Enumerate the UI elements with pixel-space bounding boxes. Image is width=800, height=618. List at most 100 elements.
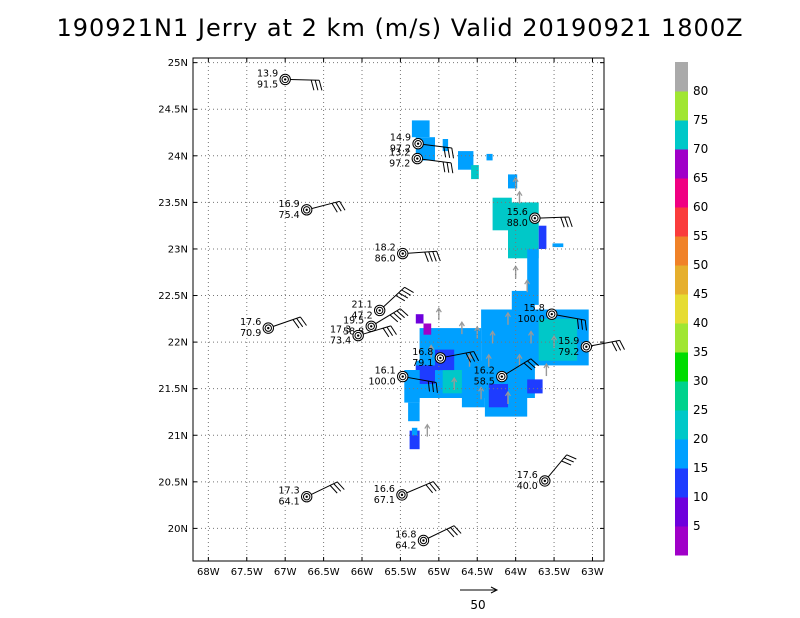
field-arrow-head xyxy=(451,376,458,383)
field-arrow-head xyxy=(485,353,492,360)
station-marker-ring xyxy=(419,536,428,545)
station-marker-ring xyxy=(375,306,384,315)
station-marker-ring xyxy=(302,493,311,501)
x-tick-label: 68W xyxy=(197,567,220,578)
station-marker-dot xyxy=(356,334,360,337)
station-marker-ring xyxy=(302,206,311,214)
field-arrow-head xyxy=(516,353,523,360)
wind-field-layer xyxy=(404,120,589,450)
wind-field-patch xyxy=(409,430,420,450)
colorbar-swatch xyxy=(675,62,688,92)
y-tick-label: 24N xyxy=(168,151,188,162)
station-marker-ring xyxy=(281,75,289,84)
wind-barb-flag xyxy=(584,320,587,331)
wind-barb-flag xyxy=(399,308,409,317)
station-marker-ring xyxy=(264,324,272,332)
colorbar-label: 50 xyxy=(693,258,708,272)
station-speed-label: 17.3 xyxy=(330,325,351,336)
station-marker-dot xyxy=(585,345,588,348)
colorbar-swatch xyxy=(675,352,688,382)
station-speed-label: 16.9 xyxy=(279,199,300,210)
wind-field-patch xyxy=(442,139,449,152)
wind-barb-flag xyxy=(560,217,565,228)
wind-barb-flag xyxy=(424,251,429,262)
station-marker-dot xyxy=(550,312,553,316)
field-arrow-head xyxy=(489,330,496,336)
station-marker-dot xyxy=(401,252,404,255)
wind-barb-flag xyxy=(425,484,433,494)
station: 17.640.0 xyxy=(517,454,577,492)
colorbar-label: 20 xyxy=(693,432,708,446)
wind-field-patch xyxy=(471,165,479,180)
wind-barb-flag xyxy=(530,358,539,367)
grid-layer xyxy=(193,58,604,561)
y-tick-label: 23N xyxy=(168,244,188,255)
station: 13.297.2 xyxy=(389,148,454,174)
wind-field-patch xyxy=(411,120,430,138)
station: 19.558.8 xyxy=(343,308,409,337)
colorbar-swatch xyxy=(675,178,688,208)
station-speed-label: 15.8 xyxy=(524,303,545,314)
field-arrow-head xyxy=(504,390,511,397)
x-tick-label: 67W xyxy=(274,567,297,578)
wind-barb-flag xyxy=(447,147,451,158)
colorbar-swatch xyxy=(675,439,688,469)
station-direction-label: 100.0 xyxy=(369,377,396,388)
station-marker-dot xyxy=(439,356,442,360)
wind-barb-flag xyxy=(431,381,434,393)
colorbar: 5 10 15 20 25 30 35 40 45 50 55 60 65 70 75 80 xyxy=(675,62,708,556)
chart-title: 190921N1 Jerry at 2 km (m/s) Valid 20190… xyxy=(56,14,744,42)
wind-barb-flag xyxy=(611,341,618,352)
y-tick-label: 23.5N xyxy=(158,198,188,209)
station: 16.864.2 xyxy=(395,525,462,552)
wind-field-patch xyxy=(411,427,418,436)
station-speed-label: 16.6 xyxy=(374,484,395,495)
x-tick-label: 63W xyxy=(581,567,604,578)
station-marker-ring xyxy=(399,249,407,258)
wind-field-patch xyxy=(415,314,424,324)
wind-barb-flag xyxy=(429,482,437,492)
station-layer: 13.991.514.997.213.297.216.975.4 15.688.0… xyxy=(240,68,625,552)
station-marker-dot xyxy=(500,375,504,378)
station-speed-label: 17.6 xyxy=(517,470,538,481)
x-tick-label: 64.5W xyxy=(461,567,493,578)
colorbar-label: 55 xyxy=(693,229,708,243)
colorbar-swatch xyxy=(675,294,688,324)
colorbar-swatch xyxy=(675,265,688,295)
y-tick-label: 21N xyxy=(168,431,188,442)
station-speed-label: 15.6 xyxy=(507,207,528,218)
wind-barb-flag xyxy=(393,312,402,321)
field-arrow-head xyxy=(428,344,435,350)
station-marker-dot xyxy=(422,539,425,542)
wind-barb-flag xyxy=(398,292,409,299)
reference-vector-label: 50 xyxy=(470,598,485,612)
station-speed-label: 13.2 xyxy=(389,148,410,159)
wind-barb-flag xyxy=(386,326,394,336)
colorbar-swatch xyxy=(675,236,688,266)
wind-barb-flag xyxy=(401,289,411,296)
wind-field-patch xyxy=(552,243,564,248)
colorbar-swatch xyxy=(675,207,688,237)
colorbar-label: 60 xyxy=(693,200,708,214)
station-marker-dot xyxy=(533,217,537,220)
station: 16.879.1 xyxy=(412,347,480,369)
y-tick-label: 20.5N xyxy=(158,477,188,488)
station: 18.286.0 xyxy=(375,243,441,265)
wind-barb-flag xyxy=(451,147,454,159)
station-direction-label: 97.2 xyxy=(389,159,410,170)
field-arrow-head xyxy=(543,362,550,369)
wind-barb-flag xyxy=(335,202,342,212)
wind-barb-flag xyxy=(432,481,441,491)
station-marker-dot xyxy=(378,309,381,312)
wind-barb-flag xyxy=(446,528,455,538)
station-marker-dot xyxy=(305,495,308,498)
wind-field-patch xyxy=(527,379,543,394)
wind-field-patch xyxy=(486,153,493,161)
wind-field-patch xyxy=(423,323,432,335)
field-arrow-head xyxy=(424,423,431,429)
station-marker-dot xyxy=(416,157,419,160)
wind-barb-flag xyxy=(404,286,414,294)
field-arrow-head xyxy=(512,176,519,183)
